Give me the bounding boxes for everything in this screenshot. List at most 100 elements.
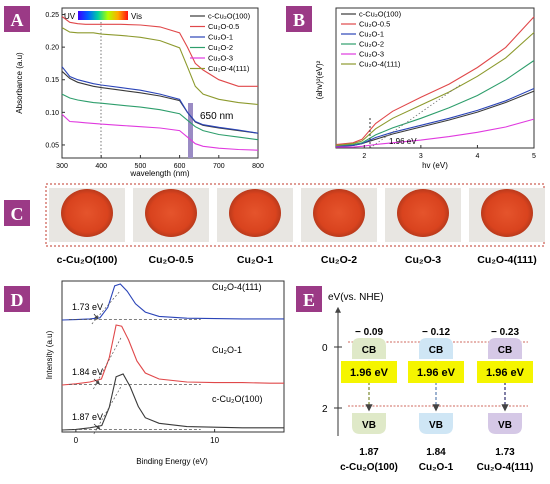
plot-a-xtick-label-1: 400 (95, 163, 107, 170)
plot-d-tangent-1 (93, 336, 122, 390)
spectrum-right-label: Vis (131, 12, 142, 21)
panel-c-letter: C (11, 204, 24, 224)
plot-d-xtick-label-0: 0 (74, 436, 79, 445)
plot-a-series-line-2 (61, 66, 259, 134)
sample-disc-5 (481, 189, 533, 237)
plot-b-series-line-3 (335, 60, 535, 146)
bandgap-box-1 (408, 361, 464, 383)
tangent-line (369, 84, 461, 149)
650nm-band (188, 103, 193, 158)
vb-label-1: VB (429, 420, 443, 431)
sample-label-4: Cu₂O-3 (405, 254, 441, 266)
plot-b-xtick-label-0: 2 (362, 153, 366, 160)
panel-b-letter: B (293, 10, 305, 30)
plot-d-tangent-0 (91, 290, 121, 325)
spectrum-left-label: UV (64, 12, 76, 21)
plot-a-legend-entry-2: Cu₂O-1 (208, 33, 233, 42)
plot-d-edge-arrow-1 (93, 378, 101, 385)
plot-b-series-line-1 (335, 16, 535, 146)
plot-d-edge-label-0: 1.73 eV (72, 302, 103, 312)
cb-label-2: CB (498, 345, 512, 356)
cb-label-0: CB (362, 345, 376, 356)
vb-value-0: 1.87 (359, 447, 379, 458)
cb-value-2: − 0.23 (491, 327, 520, 338)
bandgap-value-0: 1.96 eV (350, 367, 389, 379)
energy-axis-title: eV(vs. NHE) (328, 292, 384, 303)
plot-d-series: 1.73 eV Cu₂O-4(111) 1.84 eV Cu₂O-1 1.87 eV c-… (61, 282, 284, 435)
sample-disc-1 (145, 189, 197, 237)
plot-b-annotation: 1.96 eV (389, 137, 417, 146)
cb-shape-1 (419, 338, 453, 359)
plot-d-xlabel: Binding Energy (eV) (136, 457, 208, 466)
panel-d-letter: D (11, 290, 24, 310)
plot-a-series-line-0 (61, 70, 259, 134)
band-column-name-1: Cu₂O-1 (419, 462, 454, 473)
plot-b-series-line-2 (335, 87, 535, 147)
plot-b-legend-entry-5: Cu₂O-4(111) (359, 60, 401, 69)
plot-a-xlabel: wavelength (nm) (129, 169, 189, 178)
band-column-name-2: Cu₂O-4(111) (477, 462, 534, 473)
panel-c-badge (4, 200, 30, 226)
bandgap-box-2 (477, 361, 533, 383)
plot-a-series-line-1 (61, 16, 258, 87)
plot-a-series-line-5 (61, 27, 259, 106)
sample-disc-3 (313, 189, 365, 237)
plot-b-series-line-5 (335, 32, 535, 146)
plot-b-legend: c-Cu₂O(100)Cu₂O-0.5Cu₂O-1Cu₂O-2Cu₂O-3Cu₂… (341, 10, 402, 69)
plot-b-xticks: 2 3 4 5 (362, 145, 536, 160)
plot-d-edge-label-1: 1.84 eV (72, 367, 103, 377)
plot-a-legend-entry-4: Cu₂O-3 (208, 54, 233, 63)
plot-d-xtick-label-1: 10 (210, 436, 219, 445)
cb-shape-2 (488, 338, 522, 359)
plot-b-xtick-label-1: 3 (419, 153, 423, 160)
plot-a-series-line-3 (61, 93, 259, 141)
cb-shape-0 (352, 338, 386, 359)
band-columns: − 0.09 CB 1.96 eV VB 1.87 c-Cu₂O(100) − 0.12 CB… (340, 327, 533, 473)
plot-a-ytick-label-1: 0.10 (45, 110, 59, 117)
panel-c: C c-Cu₂O(100) Cu₂O-0.5 Cu₂O-1 Cu₂O-2 Cu₂O-3 C… (4, 183, 545, 266)
plot-a-ytick-label-0: 0.05 (45, 142, 59, 149)
panel-a-badge (4, 6, 30, 32)
vb-label-0: VB (362, 420, 376, 431)
plot-d-edge-arrow-2 (93, 423, 101, 430)
sample-disc-2 (229, 189, 281, 237)
sample-photos (49, 188, 545, 242)
vb-value-2: 1.73 (495, 447, 515, 458)
sample-labels: c-Cu₂O(100) Cu₂O-0.5 Cu₂O-1 Cu₂O-2 Cu₂O-3 Cu₂… (57, 254, 537, 266)
sample-label-5: Cu₂O-4(111) (477, 254, 537, 266)
sample-disc-4 (397, 189, 449, 237)
sample-label-0: c-Cu₂O(100) (57, 254, 118, 266)
plot-a-xtick-label-2: 500 (135, 163, 147, 170)
plot-a-ytick-label-2: 0.15 (45, 77, 59, 84)
plot-a-xticks: 300 400 500 600 700 800 (56, 155, 264, 170)
panel-e-badge (296, 286, 322, 312)
plot-a-frame (61, 7, 259, 159)
plot-a-legend-entry-1: Cu₂O-0.5 (208, 22, 239, 31)
plot-a-ytick-label-3: 0.20 (45, 45, 59, 52)
panel-b-badge (286, 6, 312, 32)
spectrum-bar (78, 11, 128, 20)
sample-disc-0 (61, 189, 113, 237)
panel-d-badge (4, 286, 30, 312)
plot-b-xlabel: hv (eV) (422, 161, 448, 170)
vb-shape-0 (352, 413, 386, 434)
plot-b-legend-entry-0: c-Cu₂O(100) (359, 10, 402, 19)
plot-b-xtick-label-2: 4 (475, 153, 479, 160)
plot-d-tangent-2 (93, 385, 123, 435)
panel-e: E eV(vs. NHE) 0 2 − 0.09 CB 1.96 eV VB 1.87 c… (296, 286, 533, 473)
plot-b-legend-entry-3: Cu₂O-2 (359, 40, 384, 49)
plot-a-xtick-label-4: 700 (213, 163, 225, 170)
plot-a-xtick-label-3: 600 (174, 163, 186, 170)
plot-a-xtick-label-0: 300 (56, 163, 68, 170)
vb-shape-1 (419, 413, 453, 434)
plot-d-series-line-2 (61, 373, 284, 431)
bandgap-value-1: 1.96 eV (417, 367, 456, 379)
tick-label-zero: 0 (322, 343, 328, 354)
650nm-annotation: 650 nm (200, 111, 233, 122)
plot-a-yticks: 0.05 0.10 0.15 0.20 0.25 (45, 12, 65, 149)
panel-d: D 1.73 eV Cu₂O-4(111) 1.84 eV Cu₂O-1 1.87 eV… (4, 280, 285, 466)
plot-a-series (61, 16, 259, 151)
panel-a: A UV Vis 650 nm 300 400 500 600 700 800 0.050… (4, 6, 264, 178)
